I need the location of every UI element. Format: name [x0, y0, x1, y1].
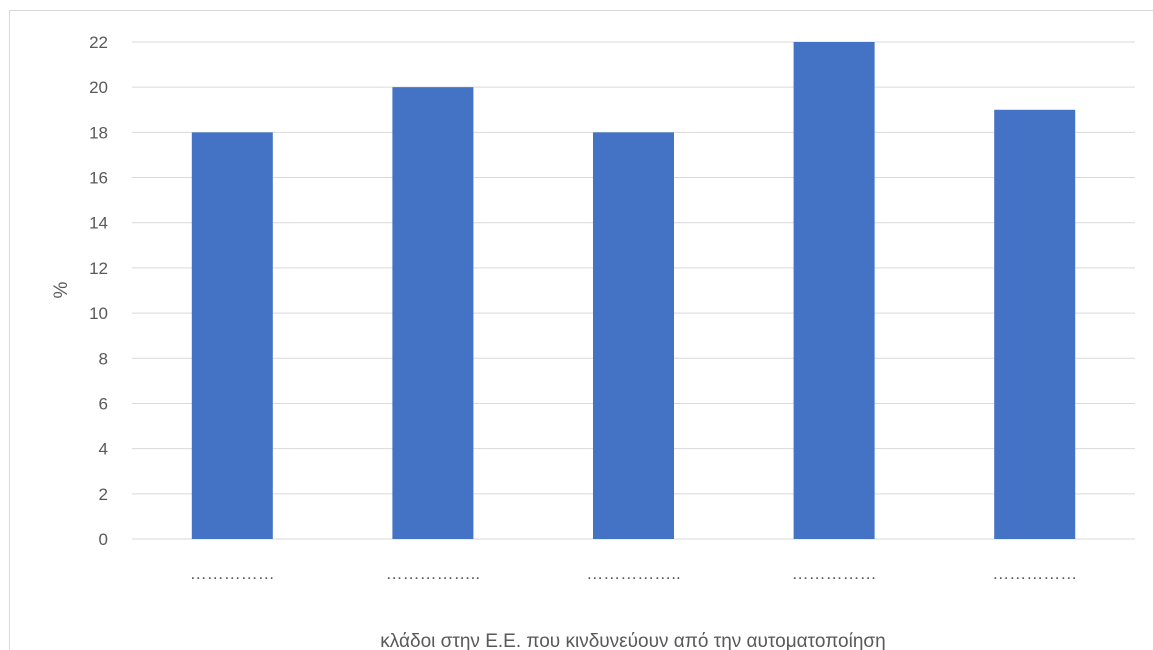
x-tick-label: ……………..: [586, 564, 680, 583]
x-axis-title: κλάδοι στην Ε.Ε. που κινδυνεύουν από την…: [380, 631, 885, 650]
y-tick-label: 12: [89, 259, 108, 278]
y-tick-label: 20: [89, 78, 108, 97]
bar: [392, 87, 474, 539]
bar: [593, 132, 674, 539]
y-tick-label: 16: [89, 169, 108, 188]
bar: [191, 132, 273, 539]
y-tick-label: 10: [89, 304, 108, 323]
x-tick-label: ……………: [792, 564, 877, 583]
y-tick-label: 0: [99, 530, 108, 549]
bar: [994, 109, 1076, 539]
y-axis-ticks: 0 2 4 6 8 10 12 14 16 18 20 22: [89, 33, 108, 549]
y-tick-label: 8: [99, 349, 108, 368]
bars: [191, 42, 1076, 539]
y-axis-title: %: [51, 281, 72, 298]
y-tick-label: 22: [89, 33, 108, 52]
x-tick-label: ……………..: [386, 564, 480, 583]
x-tick-label: ……………: [992, 564, 1077, 583]
y-tick-label: 2: [99, 485, 108, 504]
y-tick-label: 6: [99, 394, 108, 413]
y-tick-label: 18: [89, 123, 108, 142]
bar: [793, 42, 875, 539]
y-tick-label: 4: [99, 440, 108, 459]
x-tick-label: ……………: [190, 564, 275, 583]
y-tick-label: 14: [89, 214, 108, 233]
x-axis-ticks: …………… …………….. …………….. …………… ……………: [190, 564, 1077, 583]
